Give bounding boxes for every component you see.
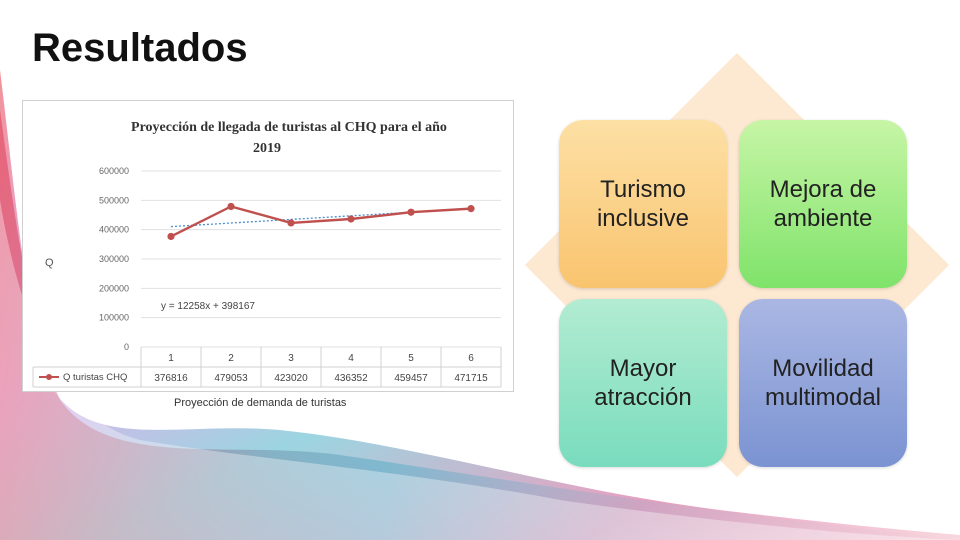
legend-marker (46, 374, 52, 380)
line-chart: Proyección de llegada de turistas al CHQ… (32, 120, 502, 388)
chart-caption: Proyección de demanda de turistas (174, 397, 347, 409)
tile-label: Movilidad multimodal (764, 355, 882, 411)
y-tick-label: 600000 (99, 166, 129, 176)
x-category-label: 1 (168, 353, 174, 364)
data-point (467, 205, 475, 213)
data-point (347, 215, 355, 223)
y-tick-label: 500000 (99, 195, 129, 205)
x-category-label: 2 (228, 353, 234, 364)
data-table-value: 471715 (454, 373, 488, 384)
y-axis-label: Q (45, 257, 54, 269)
tile-label: Mejora de ambiente (769, 176, 877, 232)
grid-lines (141, 170, 501, 348)
y-tick-label: 200000 (99, 283, 129, 293)
trendline-equation: y = 12258x + 398167 (161, 301, 255, 312)
y-tick-labels: 0 100000 200000 300000 400000 500000 600000 (99, 166, 129, 352)
chart-frame: Proyección de llegada de turistas al CHQ… (22, 100, 514, 392)
x-category-label: 4 (348, 353, 354, 364)
data-table-value: 459457 (394, 373, 428, 384)
slide-title: Resultados (32, 26, 248, 70)
x-category-label: 3 (288, 353, 294, 364)
data-point (227, 202, 235, 211)
y-tick-label: 0 (124, 342, 129, 352)
chart-title-line-1: Proyección de llegada de turistas al CHQ… (131, 120, 447, 135)
x-category-label: 5 (408, 353, 414, 364)
data-point (407, 208, 415, 216)
data-point (167, 232, 175, 241)
data-table: Q turistas CHQ 1 376816 2 479053 3 423020 4 4363… (32, 347, 502, 388)
tile-mayor-atraccion: Mayor atracción (559, 299, 727, 467)
series-line (170, 205, 472, 238)
y-tick-label: 300000 (99, 254, 129, 264)
chart-title-line-2: 2019 (253, 141, 281, 156)
x-category-label: 6 (468, 353, 474, 364)
tile-label: Turismo inclusive (596, 176, 690, 232)
data-table-value: 423020 (274, 373, 308, 384)
y-tick-label: 100000 (99, 313, 129, 323)
data-point (287, 219, 295, 227)
data-table-value: 376816 (154, 373, 188, 384)
legend-label: Q turistas CHQ (63, 372, 127, 383)
tile-turismo-inclusive: Turismo inclusive (559, 120, 727, 288)
tile-mejora-de-ambiente: Mejora de ambiente (739, 120, 907, 288)
data-table-value: 436352 (334, 373, 368, 384)
tile-movilidad-multimodal: Movilidad multimodal (739, 299, 907, 467)
tile-label: Mayor atracción (594, 355, 692, 411)
series-group (167, 202, 475, 241)
data-table-value: 479053 (214, 373, 248, 384)
y-tick-label: 400000 (99, 225, 129, 235)
